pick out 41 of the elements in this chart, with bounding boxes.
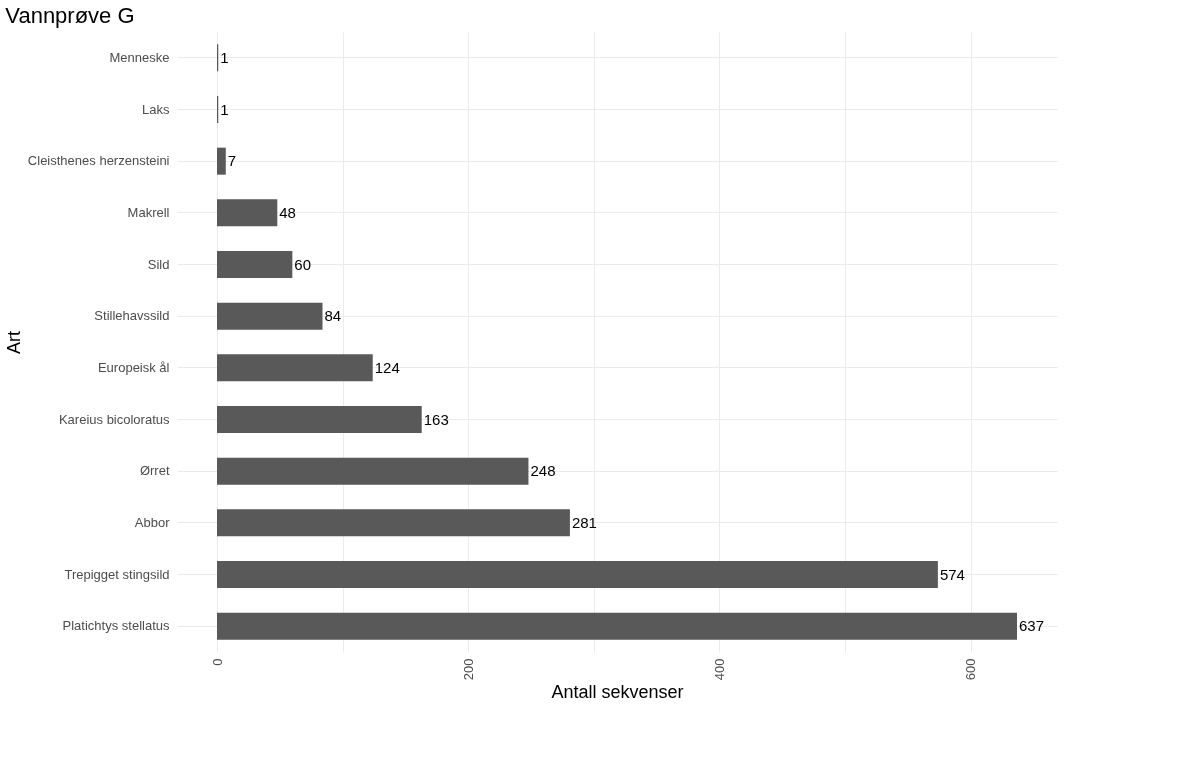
x-tick-label: 400 — [711, 658, 727, 681]
data-label: 48 — [279, 203, 296, 221]
bar — [217, 199, 278, 227]
y-tick-label: Ørret — [139, 463, 170, 479]
y-tick-label: Europeisk ål — [97, 359, 170, 375]
y-axis-title: Art — [3, 330, 24, 355]
data-label: 124 — [374, 358, 400, 376]
data-label: 1 — [220, 100, 229, 118]
bar — [217, 457, 529, 485]
bar — [217, 561, 938, 588]
x-tick-label: 200 — [460, 658, 476, 681]
data-label: 163 — [423, 410, 449, 428]
bar — [217, 251, 293, 278]
y-tick-label: Laks — [142, 101, 170, 117]
bar — [217, 406, 422, 433]
chart-title: Vannprøve G — [5, 3, 135, 28]
data-label: 248 — [530, 462, 556, 480]
y-tick-label: Stillehavssild — [94, 308, 170, 324]
x-axis-title: Antall sekvenser — [551, 682, 684, 703]
y-tick-label: Trepigget stingsild — [64, 566, 170, 582]
y-tick-label: Menneske — [109, 49, 170, 65]
bar — [217, 509, 570, 537]
data-label: 7 — [227, 152, 237, 170]
y-tick-label: Kareius bicoloratus — [58, 411, 170, 427]
y-tick-label: Platichtys stellatus — [62, 618, 170, 634]
y-tick-label: Cleisthenes herzensteini — [27, 153, 170, 169]
data-label: 60 — [294, 255, 312, 273]
y-tick-label: Sild — [147, 256, 170, 272]
y-tick-label: Abbor — [134, 514, 171, 530]
bar — [217, 302, 323, 330]
x-tick-label: 0 — [209, 658, 225, 666]
data-label: 574 — [939, 565, 965, 583]
bar — [217, 612, 1017, 640]
x-tick-label: 600 — [963, 658, 979, 681]
data-label: 1 — [220, 48, 229, 66]
bar — [217, 147, 226, 175]
data-label: 84 — [324, 307, 342, 325]
bar — [217, 354, 373, 382]
data-label: 281 — [571, 513, 597, 531]
y-tick-label: Makrell — [127, 204, 170, 220]
data-label: 637 — [1019, 617, 1045, 635]
